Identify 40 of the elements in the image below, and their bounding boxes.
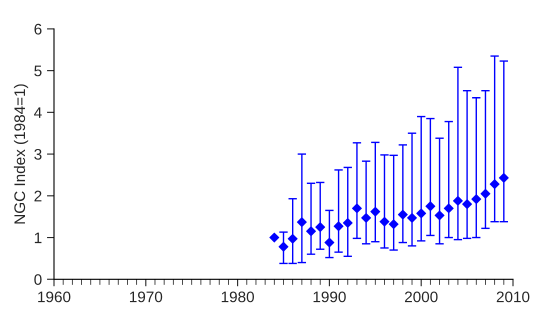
point — [452, 196, 463, 206]
x-tick-label: 1960 — [38, 291, 70, 302]
point — [416, 208, 426, 218]
point — [444, 203, 454, 214]
point — [462, 199, 472, 210]
point — [306, 226, 316, 236]
point — [352, 203, 362, 214]
x-tick-label: 2000 — [404, 291, 438, 302]
point — [388, 219, 399, 230]
x-tick-label: 2010 — [496, 291, 530, 302]
y-tick-label: 3 — [34, 148, 42, 160]
point — [490, 179, 500, 190]
point — [296, 217, 307, 228]
point — [498, 172, 509, 183]
point — [407, 212, 417, 223]
y-tick-label: 1 — [34, 232, 42, 244]
point — [425, 201, 436, 212]
point — [370, 206, 380, 217]
point — [471, 194, 482, 204]
point — [361, 212, 372, 223]
x-tick-label: 1980 — [222, 291, 254, 302]
y-tick-label: 4 — [34, 107, 42, 118]
x-tick-label: 1990 — [314, 291, 346, 302]
point — [278, 242, 288, 252]
y-tick-label: 5 — [34, 66, 42, 76]
point — [398, 210, 408, 220]
point — [269, 232, 280, 242]
point — [288, 234, 298, 244]
y-axis-title: NGC Index (1984=1) — [14, 84, 28, 224]
point — [315, 222, 326, 232]
point — [380, 216, 390, 227]
x-tick-label: 1970 — [130, 291, 162, 302]
point — [324, 238, 334, 248]
y-tick-label: 2 — [34, 190, 42, 202]
y-tick-label: 0 — [34, 274, 42, 285]
point — [434, 210, 445, 220]
y-tick-label: 6 — [34, 24, 42, 35]
point — [342, 218, 353, 228]
point — [480, 188, 490, 199]
point — [334, 221, 344, 232]
